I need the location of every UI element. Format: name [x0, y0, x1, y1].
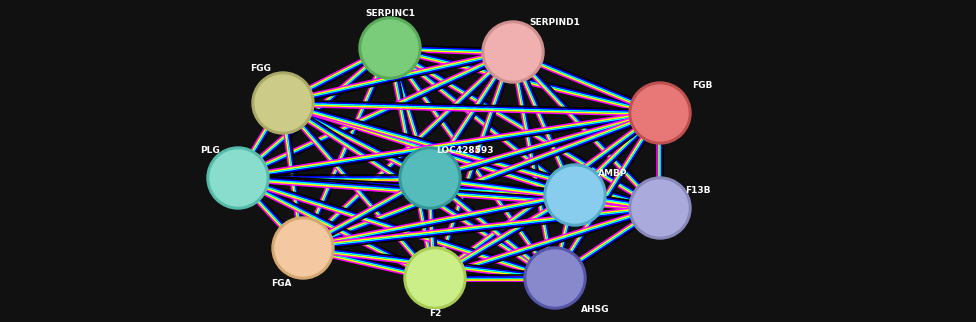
Ellipse shape [629, 82, 691, 144]
Text: SERPINC1: SERPINC1 [365, 8, 415, 17]
Text: FGG: FGG [251, 63, 271, 72]
Ellipse shape [407, 250, 463, 306]
Text: LOC428593: LOC428593 [436, 146, 494, 155]
Ellipse shape [402, 150, 458, 206]
Text: AHSG: AHSG [581, 306, 609, 315]
Text: PLG: PLG [200, 146, 220, 155]
Ellipse shape [359, 17, 421, 79]
Ellipse shape [544, 164, 606, 226]
Ellipse shape [485, 24, 541, 80]
Ellipse shape [524, 247, 586, 309]
Ellipse shape [210, 150, 266, 206]
Ellipse shape [255, 75, 311, 131]
Ellipse shape [632, 180, 688, 236]
Ellipse shape [272, 217, 334, 279]
Ellipse shape [252, 72, 314, 134]
Ellipse shape [207, 147, 269, 209]
Text: AMBP: AMBP [598, 168, 628, 177]
Ellipse shape [527, 250, 583, 306]
Ellipse shape [275, 220, 331, 276]
Ellipse shape [404, 247, 466, 309]
Text: FGB: FGB [692, 80, 712, 90]
Ellipse shape [632, 85, 688, 141]
Text: F2: F2 [428, 308, 441, 317]
Text: F13B: F13B [685, 185, 711, 194]
Ellipse shape [362, 20, 418, 76]
Text: FGA: FGA [270, 279, 291, 288]
Ellipse shape [482, 21, 544, 83]
Ellipse shape [399, 147, 461, 209]
Text: SERPIND1: SERPIND1 [530, 17, 581, 26]
Ellipse shape [547, 167, 603, 223]
Ellipse shape [629, 177, 691, 239]
